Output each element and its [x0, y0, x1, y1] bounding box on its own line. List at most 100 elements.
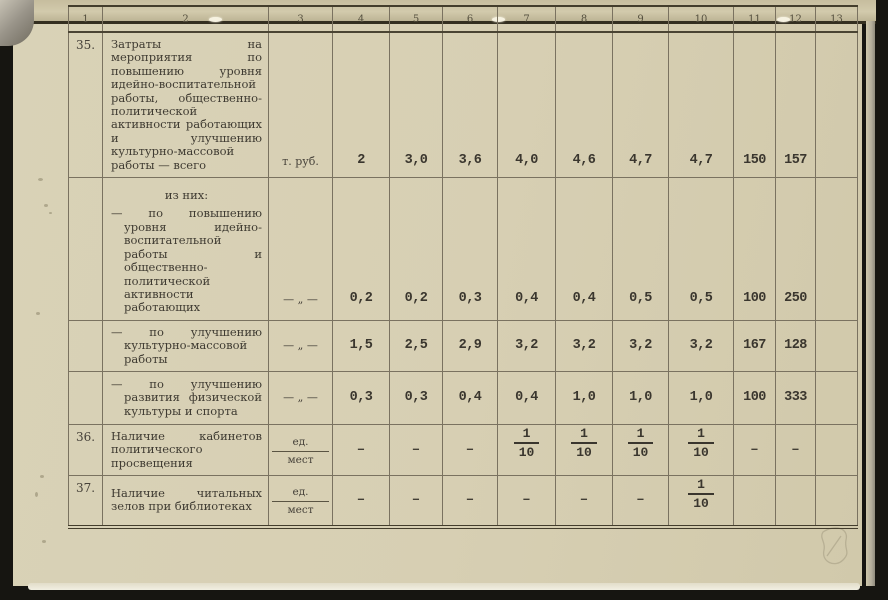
empty-cell [68, 370, 103, 425]
col-header: 6 [442, 5, 498, 33]
value-cell: 0,4 [555, 177, 613, 321]
paper-speck [36, 312, 40, 315]
empty-cell [815, 423, 858, 477]
unit-denominator: мест [287, 503, 314, 516]
empty-cell [815, 370, 858, 425]
empty-cell [815, 177, 858, 321]
row-label: — по улучшению культурно-массовой работы [102, 319, 269, 372]
table-header-row: 1 2 3 4 5 6 7 8 9 10 11 12 13 [68, 5, 858, 33]
dash-cell: – [389, 423, 443, 477]
dash-cell: – [555, 475, 613, 528]
dash-cell: – [332, 475, 390, 528]
value-cell: 250 [775, 177, 816, 321]
col-header: 5 [389, 5, 443, 33]
fraction-denominator: 10 [518, 444, 535, 460]
col-header: 8 [555, 5, 613, 33]
value-cell: 100 [733, 370, 776, 425]
value-cell: 0,3 [389, 370, 443, 425]
fraction-cell: 1 10 [668, 423, 734, 477]
unit-numerator: ед. [272, 485, 329, 502]
unit-cell: — „ — [268, 370, 333, 425]
dash-cell: – [389, 475, 443, 528]
value-cell: 1,0 [555, 370, 613, 425]
row-label: Наличие читальных зелов при библиотеках [102, 475, 269, 528]
value-cell: 3,0 [389, 31, 443, 179]
value-cell: 1,0 [612, 370, 669, 425]
value-cell: 0,5 [668, 177, 734, 321]
row-number: 35. [68, 31, 103, 179]
unit-cell: т. руб. [268, 31, 333, 179]
value-cell: 1,0 [668, 370, 734, 425]
value-cell: 333 [775, 370, 816, 425]
value-cell: 0,2 [332, 177, 390, 321]
table-row: из них: — по повышению уровня идейно-вос… [68, 177, 858, 321]
value-cell: 150 [733, 31, 776, 179]
row-label: из них: — по повышению уровня идейно-вос… [102, 177, 269, 321]
group-heading: из них: [164, 188, 209, 203]
fraction-cell: 1 10 [497, 423, 556, 477]
empty-cell [68, 177, 103, 321]
value-cell: 2 [332, 31, 390, 179]
dash-cell: – [612, 475, 669, 528]
dash-cell: – [442, 423, 498, 477]
dash-cell: – [733, 423, 776, 477]
unit-numerator: ед. [272, 435, 329, 452]
value-cell: 3,2 [612, 319, 669, 372]
value-cell: 0,4 [442, 370, 498, 425]
value-cell: 4,6 [555, 31, 613, 179]
value-cell: 0,4 [497, 370, 556, 425]
value-cell: 157 [775, 31, 816, 179]
fraction-cell: 1 10 [668, 475, 734, 528]
fraction-denominator: 10 [693, 496, 709, 512]
sub-item-label: — по повышению уровня идейно-воспитатель… [111, 206, 262, 315]
paper-speck [40, 475, 44, 478]
empty-cell [733, 475, 776, 528]
fraction-cell: 1 10 [612, 423, 669, 477]
col-header: 9 [612, 5, 669, 33]
value-cell: 2,5 [389, 319, 443, 372]
value-cell: 3,2 [668, 319, 734, 372]
empty-cell [815, 319, 858, 372]
col-header: 10 [668, 5, 734, 33]
row-number: 36. [68, 423, 103, 477]
col-header: 13 [815, 5, 858, 33]
value-cell: 3,6 [442, 31, 498, 179]
next-page-edge [28, 583, 860, 590]
dash-cell: – [497, 475, 556, 528]
unit-fraction-cell: ед. мест [268, 423, 333, 477]
col-header: 7 [497, 5, 556, 33]
fraction-numerator: 1 [571, 427, 597, 444]
paper-speck [44, 204, 48, 207]
sub-item-label: — по улучшению культурно-массовой работы [111, 324, 262, 366]
statistics-table: 1 2 3 4 5 6 7 8 9 10 11 12 13 35. Затрат… [68, 5, 858, 529]
fraction-denominator: 10 [576, 444, 592, 460]
value-cell: 3,2 [555, 319, 613, 372]
dash-cell: – [442, 475, 498, 528]
col-header: 12 [775, 5, 816, 33]
fraction-numerator: 1 [627, 427, 654, 444]
fraction-numerator: 1 [688, 427, 714, 444]
value-cell: 4,7 [668, 31, 734, 179]
fraction-numerator: 1 [513, 427, 540, 444]
value-cell: 0,3 [442, 177, 498, 321]
col-header: 11 [733, 5, 776, 33]
paper-speck [49, 212, 52, 214]
fraction-numerator: 1 [688, 478, 714, 496]
table-row: 36. Наличие кабинетов политического прос… [68, 423, 858, 477]
value-cell: 0,5 [612, 177, 669, 321]
dash-cell: – [332, 423, 390, 477]
value-cell: 128 [775, 319, 816, 372]
empty-cell [68, 319, 103, 372]
fraction-denominator: 10 [693, 444, 709, 460]
pencil-mark [821, 527, 848, 565]
table-row: 35. Затраты на мероприятия по повышению … [68, 31, 858, 179]
value-cell: 100 [733, 177, 776, 321]
row-label: Наличие кабинетов политического просвеще… [102, 423, 269, 477]
value-cell: 167 [733, 319, 776, 372]
table-row: — по улучшению развития физической культ… [68, 370, 858, 425]
col-header: 3 [268, 5, 333, 33]
dash-cell: – [775, 423, 816, 477]
unit-cell: — „ — [268, 319, 333, 372]
empty-cell [815, 31, 858, 179]
row-label: Затраты на мероприятия по повышению уров… [102, 31, 269, 179]
